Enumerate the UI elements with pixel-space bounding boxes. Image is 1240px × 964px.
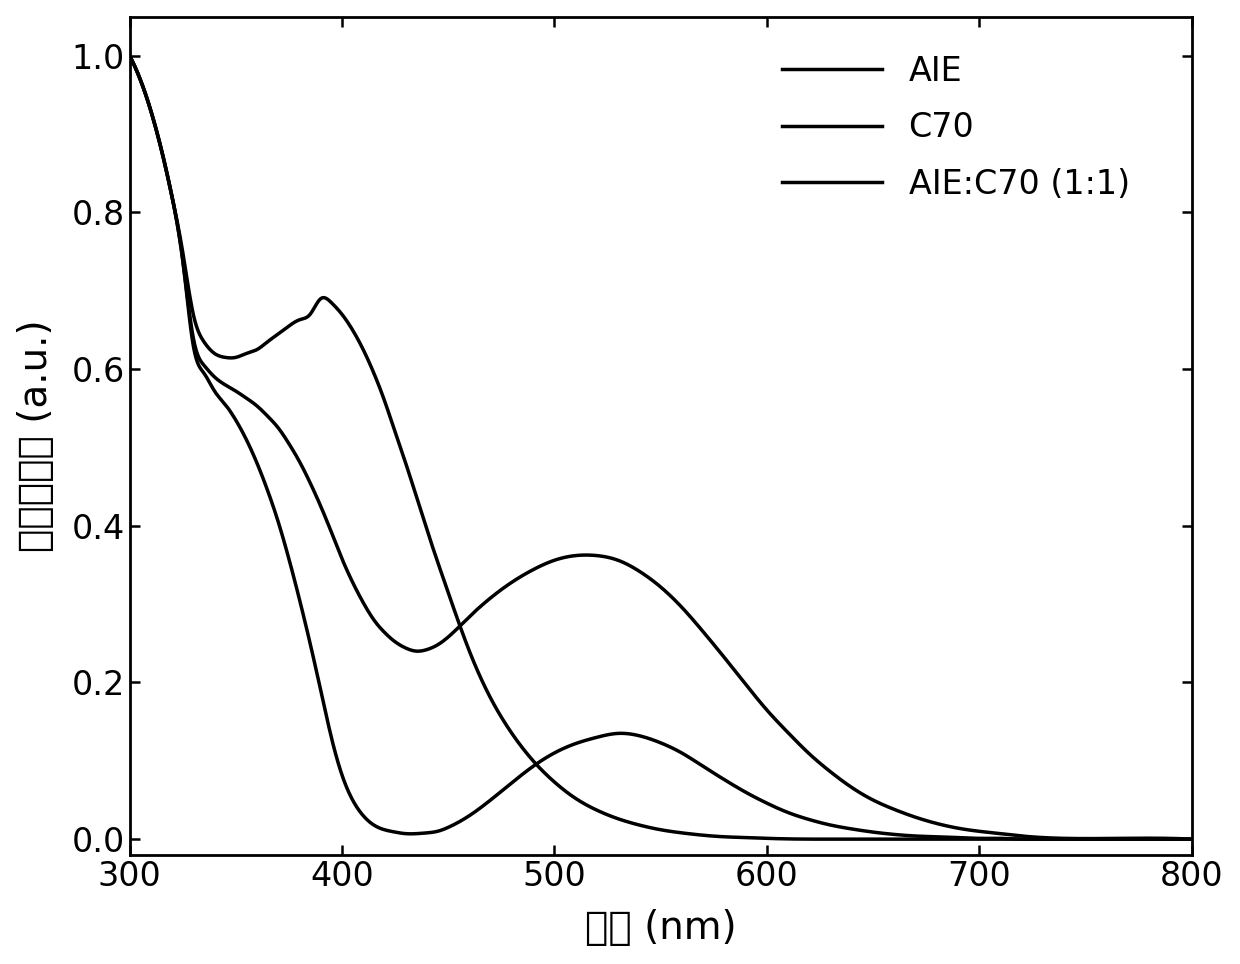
Legend: AIE, C70, AIE:C70 (1:1): AIE, C70, AIE:C70 (1:1) — [769, 41, 1143, 214]
C70 — [1037, 832, 1052, 844]
AIE — [766, 833, 781, 844]
C70 — [187, 338, 202, 350]
Line: AIE:C70 (1:1): AIE:C70 (1:1) — [129, 56, 1192, 839]
AIE — [929, 833, 944, 844]
AIE:C70 (1:1) — [739, 787, 754, 798]
AIE — [187, 314, 202, 326]
X-axis label: 波长 (nm): 波长 (nm) — [585, 909, 737, 948]
C70 — [799, 745, 813, 757]
AIE:C70 (1:1) — [799, 813, 813, 824]
C70 — [122, 50, 136, 62]
AIE — [802, 833, 817, 844]
AIE:C70 (1:1) — [187, 347, 202, 359]
Line: AIE: AIE — [129, 56, 1192, 839]
AIE — [1184, 833, 1199, 844]
C70 — [766, 712, 781, 724]
C70 — [739, 680, 754, 691]
AIE — [739, 832, 754, 844]
C70 — [1184, 833, 1199, 844]
AIE — [1038, 833, 1053, 844]
AIE:C70 (1:1) — [1016, 833, 1030, 844]
Y-axis label: 归一化吸收 (a.u.): 归一化吸收 (a.u.) — [16, 319, 55, 552]
AIE:C70 (1:1) — [122, 50, 136, 62]
AIE:C70 (1:1) — [1038, 833, 1053, 844]
AIE:C70 (1:1) — [766, 801, 781, 813]
AIE:C70 (1:1) — [1184, 833, 1199, 844]
AIE — [799, 833, 813, 844]
AIE:C70 (1:1) — [928, 831, 942, 843]
Line: C70: C70 — [129, 56, 1192, 839]
C70 — [928, 817, 942, 829]
AIE — [122, 50, 136, 62]
